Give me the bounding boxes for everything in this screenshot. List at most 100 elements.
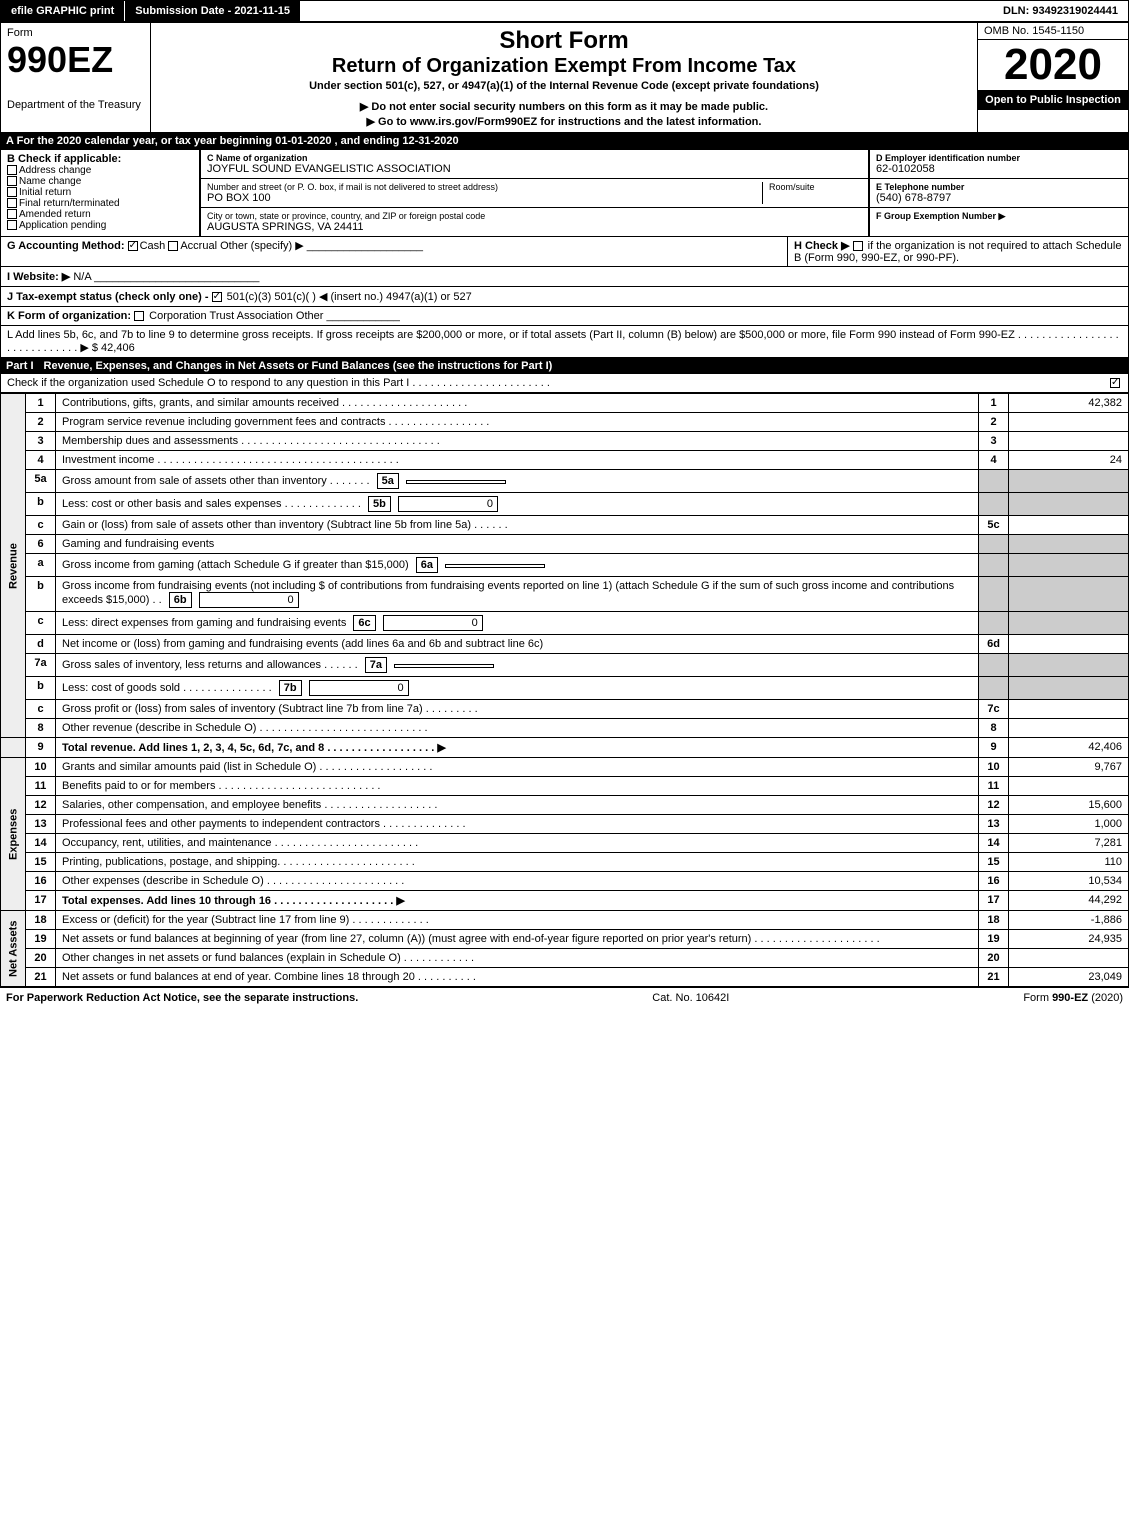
line-2-box: 2 [979, 413, 1009, 432]
check-initial-return[interactable]: Initial return [7, 187, 193, 198]
check-corp[interactable] [134, 311, 144, 321]
city-value: AUGUSTA SPRINGS, VA 24411 [207, 221, 862, 233]
check-amended-return[interactable]: Amended return [7, 209, 193, 220]
box-k-label: K Form of organization: [7, 310, 131, 322]
open-to-public-badge: Open to Public Inspection [978, 90, 1128, 110]
line-6b-num: b [26, 577, 56, 612]
line-17-desc: Total expenses. Add lines 10 through 16 … [56, 891, 979, 911]
line-1-num: 1 [26, 394, 56, 413]
line-11-num: 11 [26, 777, 56, 796]
submission-date-button[interactable]: Submission Date - 2021-11-15 [125, 1, 301, 21]
short-form-title: Short Form [157, 27, 971, 55]
year-cell: OMB No. 1545-1150 2020 Open to Public In… [978, 23, 1128, 132]
period-a-label: A [6, 135, 17, 147]
box-j-label: J Tax-exempt status (check only one) - [7, 291, 209, 303]
check-application-pending[interactable]: Application pending [7, 220, 193, 231]
part1-title: Revenue, Expenses, and Changes in Net As… [44, 360, 553, 372]
line-6b-shade2 [1009, 577, 1129, 612]
line-15-box: 15 [979, 853, 1009, 872]
line-20-box: 20 [979, 949, 1009, 968]
line-5c-box: 5c [979, 516, 1009, 535]
form-label: Form [7, 27, 144, 39]
line-5b-innerbox: 5b [368, 496, 391, 512]
line-15-num: 15 [26, 853, 56, 872]
street-value: PO BOX 100 [207, 192, 762, 204]
box-l-value: 42,406 [101, 342, 135, 354]
line-10-desc: Grants and similar amounts paid (list in… [56, 758, 979, 777]
line-7b-desc: Less: cost of goods sold . . . . . . . .… [56, 677, 979, 700]
tax-period-band: A For the 2020 calendar year, or tax yea… [0, 133, 1129, 149]
accrual-label: Accrual [180, 240, 217, 252]
check-address-change[interactable]: Address change [7, 165, 193, 176]
line-17-num: 17 [26, 891, 56, 911]
check-name-change[interactable]: Name change [7, 176, 193, 187]
line-6a-desc: Gross income from gaming (attach Schedul… [56, 554, 979, 577]
line-12-val: 15,600 [1009, 796, 1129, 815]
check-schedule-b[interactable] [853, 241, 863, 251]
website-value: N/A [73, 271, 91, 283]
line-7a-innerbox: 7a [365, 657, 387, 673]
line-6d-desc: Net income or (loss) from gaming and fun… [56, 635, 979, 654]
check-final-return[interactable]: Final return/terminated [7, 198, 193, 209]
street-label: Number and street (or P. O. box, if mail… [207, 182, 762, 192]
line-6c-num: c [26, 612, 56, 635]
line-2-desc: Program service revenue including govern… [56, 413, 979, 432]
ein-value: 62-0102058 [876, 163, 1122, 175]
line-5b-num: b [26, 493, 56, 516]
line-6b-innerbox: 6b [169, 592, 192, 608]
line-19-num: 19 [26, 930, 56, 949]
line-13-val: 1,000 [1009, 815, 1129, 834]
part1-schedule-o-check[interactable] [1110, 378, 1120, 388]
line-4-box: 4 [979, 451, 1009, 470]
line-10-val: 9,767 [1009, 758, 1129, 777]
page-footer: For Paperwork Reduction Act Notice, see … [0, 987, 1129, 1008]
box-j-opts: 501(c)(3) 501(c)( ) ◀ (insert no.) 4947(… [227, 291, 472, 303]
check-cash[interactable] [128, 241, 138, 251]
form-number: 990EZ [7, 39, 144, 81]
check-501c3[interactable] [212, 292, 222, 302]
other-specify-label: Other (specify) ▶ [220, 240, 304, 252]
line-12-desc: Salaries, other compensation, and employ… [56, 796, 979, 815]
line-18-val: -1,886 [1009, 911, 1129, 930]
box-c-label: C Name of organization [207, 153, 862, 163]
line-1-val: 42,382 [1009, 394, 1129, 413]
footer-left: For Paperwork Reduction Act Notice, see … [6, 992, 358, 1004]
line-16-num: 16 [26, 872, 56, 891]
line-1-box: 1 [979, 394, 1009, 413]
box-k-opts: Corporation Trust Association Other [149, 310, 323, 322]
toolbar-spacer [301, 1, 993, 21]
box-h-label: H Check ▶ [794, 240, 850, 252]
line-7c-val [1009, 700, 1129, 719]
footer-mid: Cat. No. 10642I [652, 992, 729, 1004]
form-id-cell: Form 990EZ Department of the Treasury [1, 23, 151, 132]
line-6b-shade [979, 577, 1009, 612]
line-5c-num: c [26, 516, 56, 535]
line-11-desc: Benefits paid to or for members . . . . … [56, 777, 979, 796]
main-title: Return of Organization Exempt From Incom… [157, 55, 971, 78]
line-7a-innerval [394, 664, 494, 668]
line-19-val: 24,935 [1009, 930, 1129, 949]
line-14-val: 7,281 [1009, 834, 1129, 853]
line-8-box: 8 [979, 719, 1009, 738]
line-5a-shade2 [1009, 470, 1129, 493]
line-7a-desc: Gross sales of inventory, less returns a… [56, 654, 979, 677]
box-g-label: G Accounting Method: [7, 240, 125, 252]
ssn-warning: ▶ Do not enter social security numbers o… [157, 100, 971, 113]
line-1-desc: Contributions, gifts, grants, and simila… [56, 394, 979, 413]
line-17-box: 17 [979, 891, 1009, 911]
line-6-shade2 [1009, 535, 1129, 554]
form-header: Form 990EZ Department of the Treasury Sh… [0, 22, 1129, 133]
check-accrual[interactable] [168, 241, 178, 251]
line-7b-shade [979, 677, 1009, 700]
line-8-desc: Other revenue (describe in Schedule O) .… [56, 719, 979, 738]
efile-print-button[interactable]: efile GRAPHIC print [1, 1, 125, 21]
expenses-side-label: Expenses [1, 758, 26, 911]
line-7a-shade [979, 654, 1009, 677]
line-5c-val [1009, 516, 1129, 535]
line-6c-innerbox: 6c [353, 615, 375, 631]
tax-year: 2020 [978, 40, 1128, 90]
line-6c-innerval: 0 [383, 615, 483, 631]
line-4-num: 4 [26, 451, 56, 470]
line-9-box: 9 [979, 738, 1009, 758]
netassets-side-label: Net Assets [1, 911, 26, 987]
